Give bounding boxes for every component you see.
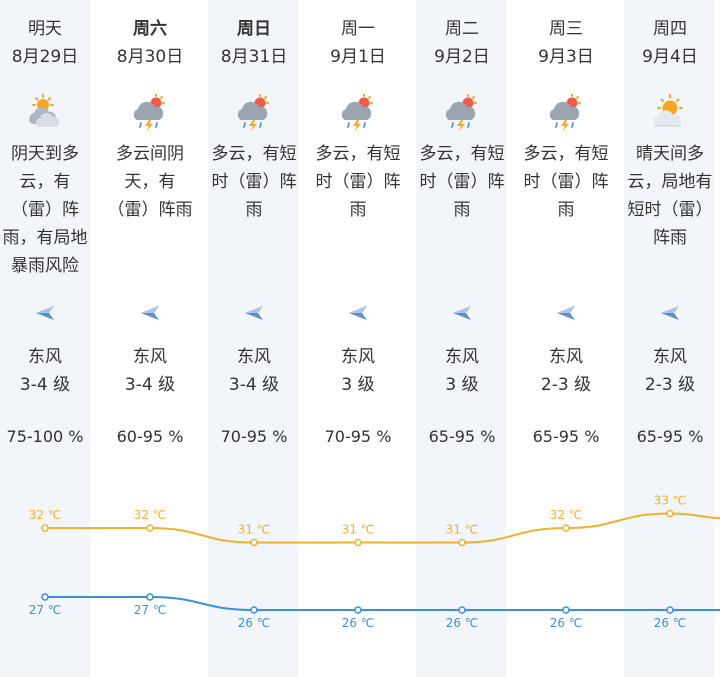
low-temp-label: 26 ℃ bbox=[446, 616, 479, 630]
high-temp-label: 32 ℃ bbox=[29, 508, 62, 522]
wind-direction-icon bbox=[140, 305, 160, 321]
wind-direction-icon bbox=[35, 305, 55, 321]
weekday-label: 周日 bbox=[237, 19, 271, 39]
high-temp-label: 31 ℃ bbox=[342, 523, 375, 537]
weather-description: 多云，有短时（雷）阵雨 bbox=[523, 144, 609, 220]
low-temp-point bbox=[146, 593, 154, 601]
low-temp-point bbox=[458, 606, 466, 614]
date-label: 9月1日 bbox=[330, 47, 386, 67]
thunderstorm-icon bbox=[339, 93, 377, 132]
humidity-range: 75-100 % bbox=[6, 427, 84, 446]
humidity-range: 65-95 % bbox=[532, 427, 600, 446]
day-column-2[interactable]: 周六 8月30日 多云间阴天，有（雷）阵雨 东风 3-4 级 60-95 % bbox=[100, 0, 200, 677]
wind-direction: 东风 bbox=[133, 347, 167, 367]
wind-level: 2-3 级 bbox=[540, 375, 592, 395]
weekday-label: 周三 bbox=[549, 19, 583, 39]
date-label: 8月29日 bbox=[11, 47, 79, 67]
high-temp-line bbox=[44, 512, 720, 544]
wind-level: 3-4 级 bbox=[228, 375, 280, 395]
day-column-4[interactable]: 周一 9月1日 多云，有短时（雷）阵雨 东风 3 级 70-95 % bbox=[308, 0, 408, 677]
wind-direction-icon bbox=[452, 305, 472, 321]
weather-description: 多云，有短时（雷）阵雨 bbox=[419, 144, 505, 220]
sun-cloud-icon bbox=[651, 94, 689, 132]
high-temp-point bbox=[458, 538, 466, 547]
low-temp-point bbox=[250, 606, 258, 614]
wind-direction: 东风 bbox=[341, 347, 375, 367]
low-temp-line bbox=[45, 596, 720, 611]
high-temp-point bbox=[354, 538, 362, 547]
humidity-range: 60-95 % bbox=[116, 427, 184, 446]
thunderstorm-icon bbox=[235, 93, 273, 132]
date-label: 9月4日 bbox=[642, 47, 698, 67]
day-column-1[interactable]: 明天 8月29日 阴天到多云，有（雷）阵雨，有局地暴雨风险 东风 3-4 级 7… bbox=[0, 0, 95, 677]
low-temp-label: 26 ℃ bbox=[342, 616, 375, 630]
cloudy-sun-icon bbox=[26, 94, 64, 132]
weekday-label: 明天 bbox=[28, 19, 62, 39]
low-temp-label: 26 ℃ bbox=[238, 616, 271, 630]
weekday-label: 周二 bbox=[445, 19, 479, 39]
day-column-6[interactable]: 周三 9月3日 多云，有短时（雷）阵雨 东风 2-3 级 65-95 % bbox=[516, 0, 616, 677]
wind-direction: 东风 bbox=[653, 347, 687, 367]
date-label: 9月3日 bbox=[538, 47, 594, 67]
day-column-7[interactable]: 周四 9月4日 晴天间多云，局地有短时（雷）阵雨 东风 2-3 级 65-95 … bbox=[620, 0, 720, 677]
low-temp-label: 27 ℃ bbox=[134, 603, 167, 617]
wind-level: 3-4 级 bbox=[124, 375, 176, 395]
weather-description: 多云，有短时（雷）阵雨 bbox=[211, 144, 297, 220]
high-temp-label: 32 ℃ bbox=[134, 508, 167, 522]
weather-description: 多云，有短时（雷）阵雨 bbox=[315, 144, 401, 220]
date-label: 9月2日 bbox=[434, 47, 490, 67]
humidity-range: 70-95 % bbox=[324, 427, 392, 446]
weather-description: 晴天间多云，局地有短时（雷）阵雨 bbox=[627, 144, 713, 248]
wind-direction: 东风 bbox=[28, 347, 62, 367]
high-temp-point bbox=[666, 509, 674, 518]
weekday-label: 周六 bbox=[133, 19, 167, 39]
low-temp-point bbox=[354, 606, 362, 614]
wind-direction-icon bbox=[244, 305, 264, 321]
low-temp-point bbox=[562, 606, 570, 614]
wind-level: 3 级 bbox=[445, 375, 479, 395]
humidity-range: 65-95 % bbox=[636, 427, 704, 446]
day-column-5[interactable]: 周二 9月2日 多云，有短时（雷）阵雨 东风 3 级 65-95 % bbox=[412, 0, 512, 677]
weather-description: 阴天到多云，有（雷）阵雨，有局地暴雨风险 bbox=[2, 144, 88, 276]
wind-level: 3 级 bbox=[341, 375, 375, 395]
day-column-3[interactable]: 周日 8月31日 多云，有短时（雷）阵雨 东风 3-4 级 70-95 % bbox=[204, 0, 304, 677]
high-temp-label: 33 ℃ bbox=[654, 494, 687, 508]
wind-direction-icon bbox=[660, 305, 680, 321]
thunderstorm-icon bbox=[547, 93, 585, 132]
high-temp-point bbox=[562, 524, 570, 532]
low-temp-point bbox=[666, 606, 674, 614]
low-temp-point bbox=[41, 593, 49, 601]
thunderstorm-icon bbox=[443, 93, 481, 132]
low-temp-label: 27 ℃ bbox=[29, 603, 62, 617]
wind-direction: 东风 bbox=[445, 347, 479, 367]
weekday-label: 周一 bbox=[341, 19, 375, 39]
humidity-range: 65-95 % bbox=[428, 427, 496, 446]
date-label: 8月31日 bbox=[220, 47, 288, 67]
wind-level: 3-4 级 bbox=[19, 375, 71, 395]
wind-direction-icon bbox=[556, 305, 576, 321]
weather-description: 多云间阴天，有（雷）阵雨 bbox=[107, 144, 193, 220]
high-temp-point bbox=[250, 538, 258, 547]
high-temp-label: 32 ℃ bbox=[550, 508, 583, 522]
wind-level: 2-3 级 bbox=[644, 375, 696, 395]
high-temp-point bbox=[146, 524, 154, 532]
low-temp-label: 26 ℃ bbox=[654, 616, 687, 630]
wind-direction: 东风 bbox=[549, 347, 583, 367]
low-temp-label: 26 ℃ bbox=[550, 616, 583, 630]
wind-direction-icon bbox=[348, 305, 368, 321]
date-label: 8月30日 bbox=[116, 47, 184, 67]
high-temp-label: 31 ℃ bbox=[446, 523, 479, 537]
high-temp-label: 31 ℃ bbox=[238, 523, 271, 537]
temperature-chart: 32 ℃ 32 ℃ 31 ℃ 31 ℃ 31 ℃ 32 ℃ 33 ℃ 27 ℃ 27 ℃ 26 ℃… bbox=[29, 494, 720, 630]
wind-direction: 东风 bbox=[237, 347, 271, 367]
high-temp-point bbox=[41, 524, 49, 532]
humidity-range: 70-95 % bbox=[220, 427, 288, 446]
weekday-label: 周四 bbox=[653, 19, 687, 39]
thunderstorm-icon bbox=[131, 93, 169, 132]
